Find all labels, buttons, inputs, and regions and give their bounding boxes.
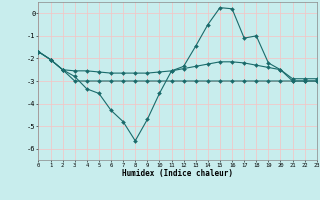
X-axis label: Humidex (Indice chaleur): Humidex (Indice chaleur) bbox=[122, 169, 233, 178]
